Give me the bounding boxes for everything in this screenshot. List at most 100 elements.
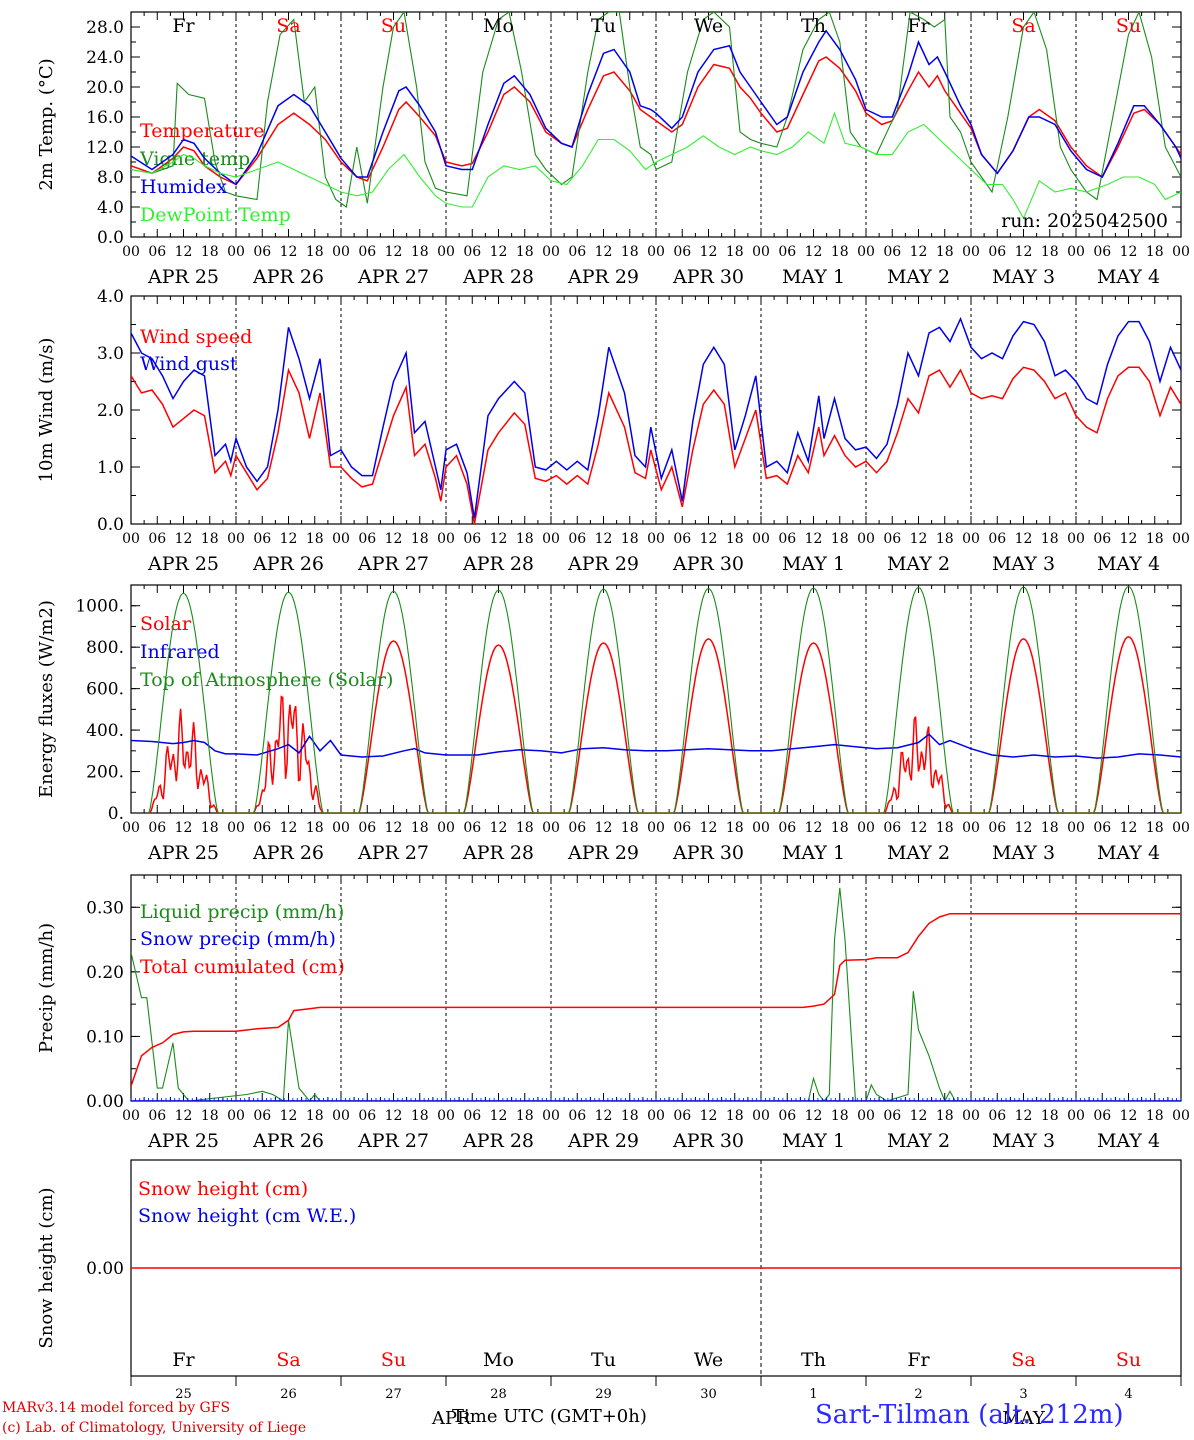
x-hour-label: 18 — [621, 1108, 639, 1124]
day-number-label: 29 — [595, 1387, 612, 1402]
x-hour-label: 12 — [805, 1108, 823, 1124]
x-hour-label: 18 — [1146, 1108, 1164, 1124]
weekday-label: Fr — [172, 15, 195, 37]
x-hour-label: 06 — [358, 1108, 376, 1124]
x-hour-label: 06 — [883, 244, 901, 260]
x-hour-label: 12 — [175, 244, 193, 260]
weekday-label: Th — [801, 15, 826, 37]
x-hour-label: 12 — [700, 820, 718, 836]
x-date-label: APR 29 — [567, 842, 639, 864]
x-hour-label: 06 — [568, 244, 586, 260]
x-hour-label: 18 — [621, 820, 639, 836]
x-hour-label: 00 — [962, 820, 980, 836]
y-tick-label: 0.0 — [97, 515, 124, 535]
y-axis-label: Snow height (cm) — [36, 1187, 57, 1348]
x-hour-label: 18 — [1041, 820, 1059, 836]
x-hour-label: 00 — [122, 531, 140, 547]
day-number-label: 3 — [1019, 1387, 1027, 1402]
y-tick-label: 600. — [86, 680, 124, 700]
station-name: Sart-Tilman (alt. 212m) — [815, 1400, 1124, 1430]
x-hour-label: 12 — [175, 820, 193, 836]
series-line-total-cumulated-cm- — [131, 912, 1181, 1087]
month-label: MAY — [1002, 1408, 1046, 1429]
x-date-label: APR 26 — [252, 842, 324, 864]
x-hour-label: 06 — [883, 531, 901, 547]
y-tick-label: 800. — [86, 638, 124, 658]
x-hour-label: 00 — [1067, 820, 1085, 836]
y-tick-label: 0.10 — [86, 1027, 124, 1047]
x-hour-label: 00 — [1172, 244, 1190, 260]
x-hour-label: 18 — [306, 1108, 324, 1124]
y-tick-label: 28.0 — [86, 18, 124, 38]
x-hour-label: 12 — [490, 820, 508, 836]
x-hour-label: 06 — [673, 820, 691, 836]
x-hour-label: 06 — [463, 244, 481, 260]
x-hour-label: 00 — [227, 820, 245, 836]
x-hour-label: 18 — [411, 1108, 429, 1124]
x-hour-label: 00 — [752, 244, 770, 260]
x-hour-label: 12 — [910, 1108, 928, 1124]
x-hour-label: 00 — [1067, 244, 1085, 260]
y-tick-label: 12.0 — [86, 138, 124, 158]
x-hour-label: 06 — [568, 820, 586, 836]
weekday-label: Su — [1116, 15, 1141, 37]
legend-entry: Top of Atmosphere (Solar) — [140, 669, 393, 691]
x-hour-label: 00 — [227, 244, 245, 260]
legend-entry: Wind speed — [140, 326, 252, 348]
x-date-label: APR 29 — [567, 266, 639, 288]
x-hour-label: 18 — [411, 531, 429, 547]
weekday-label-bottom: Fr — [172, 1349, 195, 1371]
x-hour-label: 18 — [936, 820, 954, 836]
x-hour-label: 18 — [201, 531, 219, 547]
x-date-label: APR 25 — [147, 553, 219, 575]
x-hour-label: 06 — [778, 244, 796, 260]
x-hour-label: 18 — [831, 244, 849, 260]
x-hour-label: 18 — [1041, 531, 1059, 547]
x-hour-label: 12 — [385, 244, 403, 260]
x-hour-label: 12 — [595, 244, 613, 260]
x-hour-label: 06 — [673, 244, 691, 260]
x-hour-label: 06 — [463, 820, 481, 836]
legend-entry: Liquid precip (mm/h) — [140, 901, 344, 923]
x-hour-label: 06 — [883, 820, 901, 836]
x-date-label: MAY 1 — [782, 842, 845, 864]
x-hour-label: 06 — [778, 820, 796, 836]
x-hour-label: 18 — [411, 244, 429, 260]
day-number-label: 30 — [700, 1387, 717, 1402]
x-hour-label: 06 — [1093, 1108, 1111, 1124]
x-hour-label: 06 — [988, 244, 1006, 260]
x-date-label: APR 30 — [672, 842, 744, 864]
x-hour-label: 18 — [201, 244, 219, 260]
x-hour-label: 18 — [621, 531, 639, 547]
x-hour-label: 00 — [1172, 1108, 1190, 1124]
x-hour-label: 06 — [1093, 820, 1111, 836]
x-hour-label: 12 — [805, 531, 823, 547]
series-line-solar — [148, 636, 1181, 813]
x-date-label: MAY 3 — [992, 842, 1055, 864]
x-hour-label: 00 — [962, 531, 980, 547]
x-hour-label: 12 — [700, 244, 718, 260]
x-hour-label: 12 — [910, 820, 928, 836]
x-hour-label: 00 — [332, 1108, 350, 1124]
x-hour-label: 00 — [1067, 531, 1085, 547]
day-number-label: 27 — [385, 1387, 402, 1402]
y-tick-label: 3.0 — [97, 344, 124, 364]
x-date-label: APR 28 — [462, 1130, 534, 1152]
x-hour-label: 06 — [358, 820, 376, 836]
weekday-label-bottom: Sa — [276, 1349, 300, 1371]
credit-line-1: MARv3.14 model forced by GFS — [2, 1400, 231, 1416]
legend-entry: DewPoint Temp — [140, 204, 291, 226]
day-number-label: 2 — [914, 1387, 922, 1402]
x-hour-label: 18 — [936, 1108, 954, 1124]
x-hour-label: 00 — [227, 531, 245, 547]
weekday-label-bottom: We — [694, 1349, 723, 1371]
credit-line-2: (c) Lab. of Climatology, University of L… — [2, 1420, 307, 1436]
y-tick-label: 0.30 — [86, 898, 124, 918]
x-date-label: MAY 1 — [782, 1130, 845, 1152]
series-line-liquid-precip-mm-h- — [131, 887, 1181, 1101]
day-number-label: 26 — [280, 1387, 297, 1402]
x-hour-label: 06 — [988, 531, 1006, 547]
x-hour-label: 18 — [726, 244, 744, 260]
series-line-humidex — [131, 29, 1181, 186]
x-hour-label: 00 — [962, 244, 980, 260]
